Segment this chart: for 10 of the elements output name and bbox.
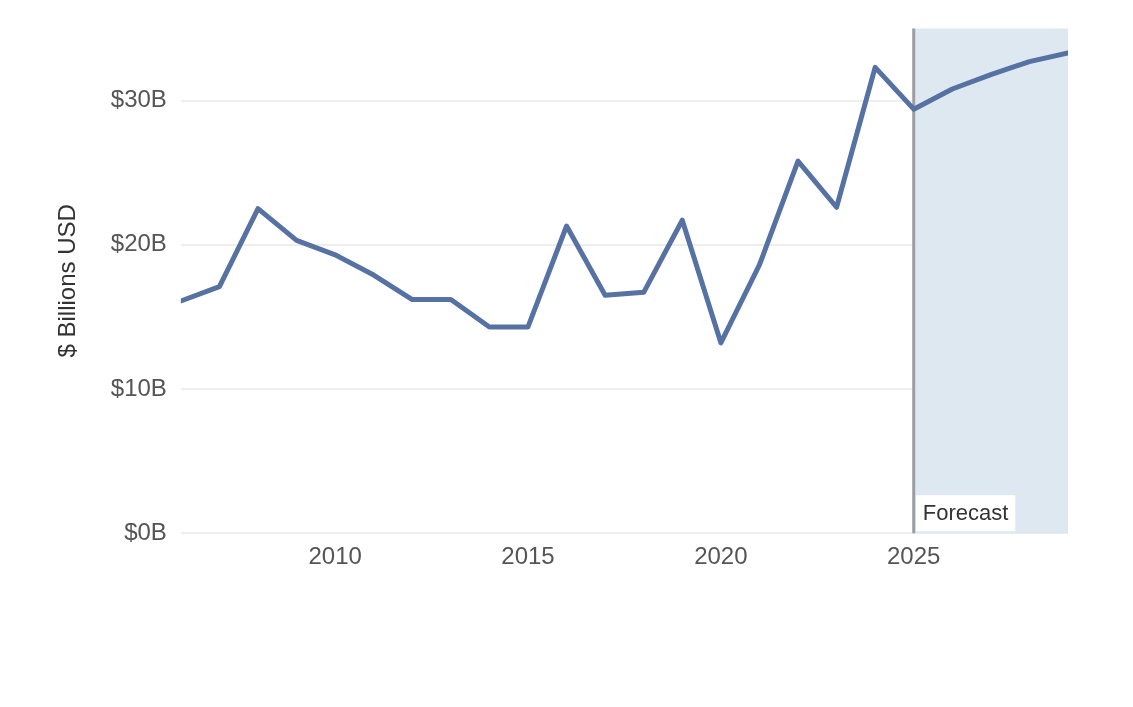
band-label: Forecast: [922, 500, 1009, 526]
x-tick-label: 2015: [501, 542, 555, 570]
y-tick-label: $10B: [110, 373, 167, 401]
y-tick-label: $0B: [124, 517, 167, 545]
x-tick-label: 2025: [887, 542, 941, 570]
y-axis-title: $ Billions USD: [53, 204, 81, 358]
x-tick-label: 2010: [308, 542, 362, 570]
x-tick-label: 2020: [694, 542, 748, 570]
y-tick-label: $20B: [110, 229, 167, 257]
y-tick-label: $30B: [110, 85, 167, 113]
